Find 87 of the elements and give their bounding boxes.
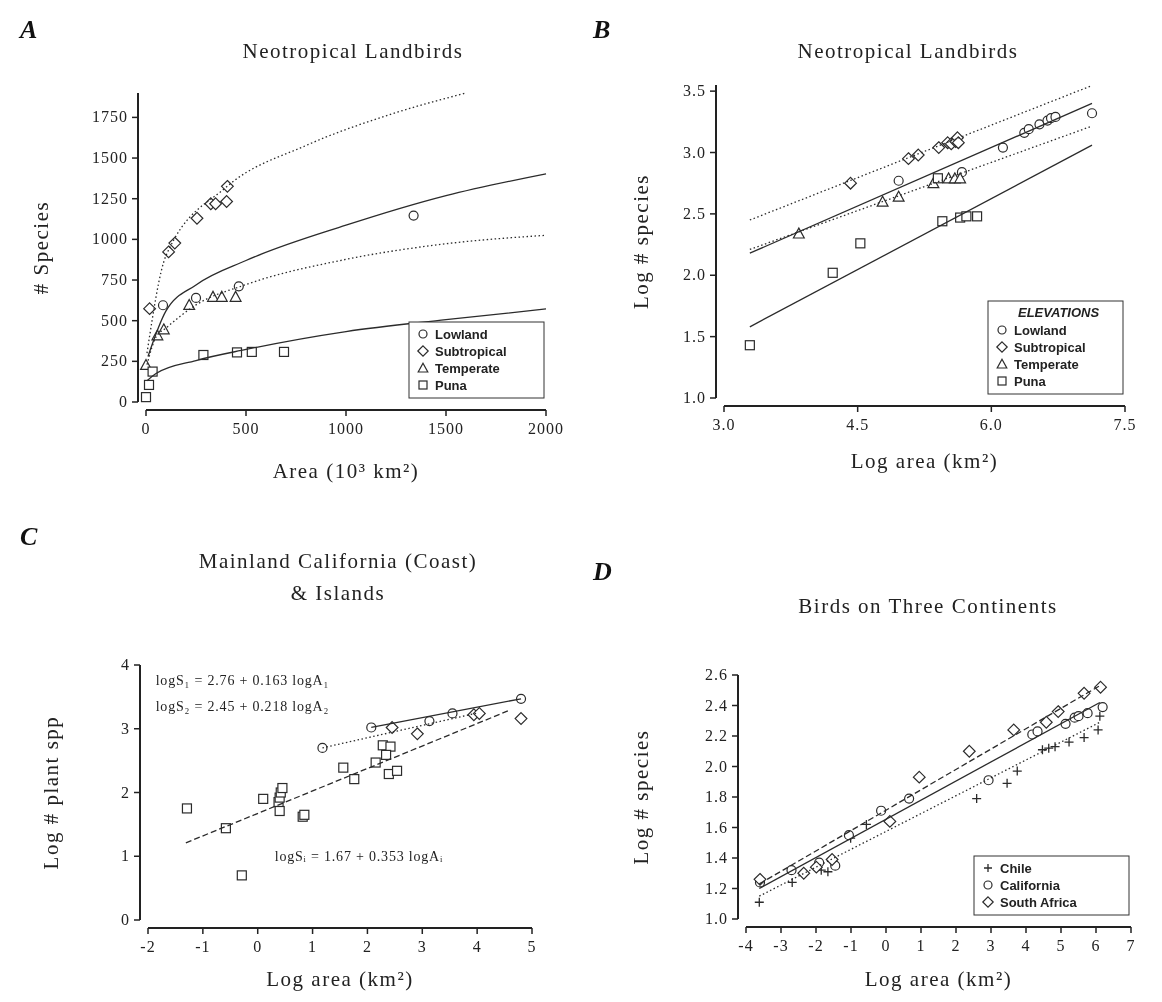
annotation: logS₁ = 2.76 + 0.163 logA₁ xyxy=(155,673,330,689)
legend-label: Subtropical xyxy=(1014,340,1086,355)
chart-title: Birds on Three Continents xyxy=(798,594,1058,618)
x-tick-label: 5 xyxy=(527,938,537,955)
x-tick-label: -1 xyxy=(195,938,211,955)
y-tick-label: 2.6 xyxy=(705,666,728,683)
legend-label: California xyxy=(1000,878,1061,893)
y-axis-title: Log # species xyxy=(629,729,653,865)
y-tick-label: 1.2 xyxy=(705,879,728,897)
y-tick-label: 0 xyxy=(119,393,128,410)
legend-label: South Africa xyxy=(1000,895,1078,910)
y-tick-label: 3 xyxy=(121,719,130,737)
y-axis-title: Log # plant spp xyxy=(39,715,63,870)
chart-title: Neotropical Landbirds xyxy=(797,39,1019,63)
y-tick-label: 1.4 xyxy=(705,849,728,866)
x-tick-label: 0 xyxy=(253,938,263,955)
x-tick-label: 500 xyxy=(232,420,260,437)
annotation: logSᵢ = 1.67 + 0.353 logAᵢ xyxy=(274,849,444,865)
y-tick-label: 2.2 xyxy=(705,727,728,744)
y-tick-label: 1.5 xyxy=(683,327,706,345)
chart-title: Mainland California (Coast) & Islands xyxy=(198,549,478,605)
y-tick-label: 2 xyxy=(121,783,130,801)
x-tick-label: 6.0 xyxy=(979,416,1003,433)
x-tick-label: 3 xyxy=(417,938,427,955)
annotation: logS₂ = 2.45 + 0.218 logA₂ xyxy=(155,698,330,714)
legend-title: ELEVATIONS xyxy=(1018,305,1100,320)
x-tick-label: -4 xyxy=(738,937,754,954)
y-axis-title: # Species xyxy=(29,200,53,295)
x-tick-label: 4 xyxy=(472,938,482,955)
y-tick-label: 1.8 xyxy=(705,788,728,805)
x-tick-label: 2 xyxy=(362,938,372,955)
chart-title: Neotropical Landbirds xyxy=(242,39,464,63)
legend-label: Chile xyxy=(1000,861,1032,876)
x-tick-label: -2 xyxy=(808,937,824,954)
legend-label: Puna xyxy=(435,378,468,393)
text: C xyxy=(20,522,38,551)
x-tick-label: 7 xyxy=(1126,937,1136,954)
legend-label: Subtropical xyxy=(435,344,507,359)
x-tick-label: 0 xyxy=(881,937,891,954)
y-tick-label: 1 xyxy=(121,847,130,865)
y-tick-label: 1000 xyxy=(92,230,128,248)
text: B xyxy=(592,15,611,44)
x-tick-label: 2 xyxy=(951,937,961,954)
x-tick-label: 1000 xyxy=(328,420,364,437)
y-tick-label: 0 xyxy=(121,911,130,928)
legend-label: Temperate xyxy=(435,361,500,376)
y-tick-label: 1.0 xyxy=(705,910,728,927)
y-tick-label: 500 xyxy=(101,311,128,329)
x-tick-label: 1500 xyxy=(428,420,464,437)
x-tick-label: 7.5 xyxy=(1113,416,1137,433)
x-tick-label: 0 xyxy=(141,420,151,437)
y-tick-label: 1500 xyxy=(92,149,128,167)
x-tick-label: 1 xyxy=(308,938,318,955)
x-tick-label: 4.5 xyxy=(846,416,870,433)
legend-label: Temperate xyxy=(1014,357,1079,372)
y-tick-label: 2.0 xyxy=(683,266,706,284)
x-tick-label: 2000 xyxy=(528,420,564,437)
legend-label: Lowland xyxy=(435,327,488,342)
y-axis-title: Log # species xyxy=(629,174,653,309)
y-tick-label: 1.0 xyxy=(683,389,706,406)
y-tick-label: 2.0 xyxy=(705,757,728,775)
y-tick-label: 250 xyxy=(101,352,128,370)
legend-label: Puna xyxy=(1014,374,1047,389)
y-tick-label: 3.5 xyxy=(683,82,706,100)
y-tick-label: 1750 xyxy=(92,108,128,126)
text: D xyxy=(592,557,612,586)
y-tick-label: 3.0 xyxy=(683,143,706,161)
y-tick-label: 2.5 xyxy=(683,204,706,222)
y-tick-label: 750 xyxy=(101,271,128,289)
y-tick-label: 1.6 xyxy=(705,818,728,836)
x-tick-label: 5 xyxy=(1056,937,1066,954)
x-axis-title: Log area (km²) xyxy=(864,967,1013,991)
y-tick-label: 1250 xyxy=(92,189,128,207)
x-tick-label: 4 xyxy=(1021,937,1031,954)
x-tick-label: 3 xyxy=(986,937,996,954)
legend-label: Lowland xyxy=(1014,323,1067,338)
x-tick-label: 6 xyxy=(1091,937,1101,954)
x-axis-title: Area (10³ km²) xyxy=(272,459,420,483)
text: A xyxy=(18,15,38,44)
x-tick-label: -2 xyxy=(140,938,156,955)
y-tick-label: 2.4 xyxy=(705,696,728,714)
x-tick-label: -3 xyxy=(773,937,789,954)
x-tick-label: -1 xyxy=(843,937,859,954)
x-axis-title: Log area (km²) xyxy=(266,967,414,991)
y-tick-label: 4 xyxy=(121,656,130,673)
x-tick-label: 1 xyxy=(916,937,926,954)
x-axis-title: Log area (km²) xyxy=(850,449,999,473)
